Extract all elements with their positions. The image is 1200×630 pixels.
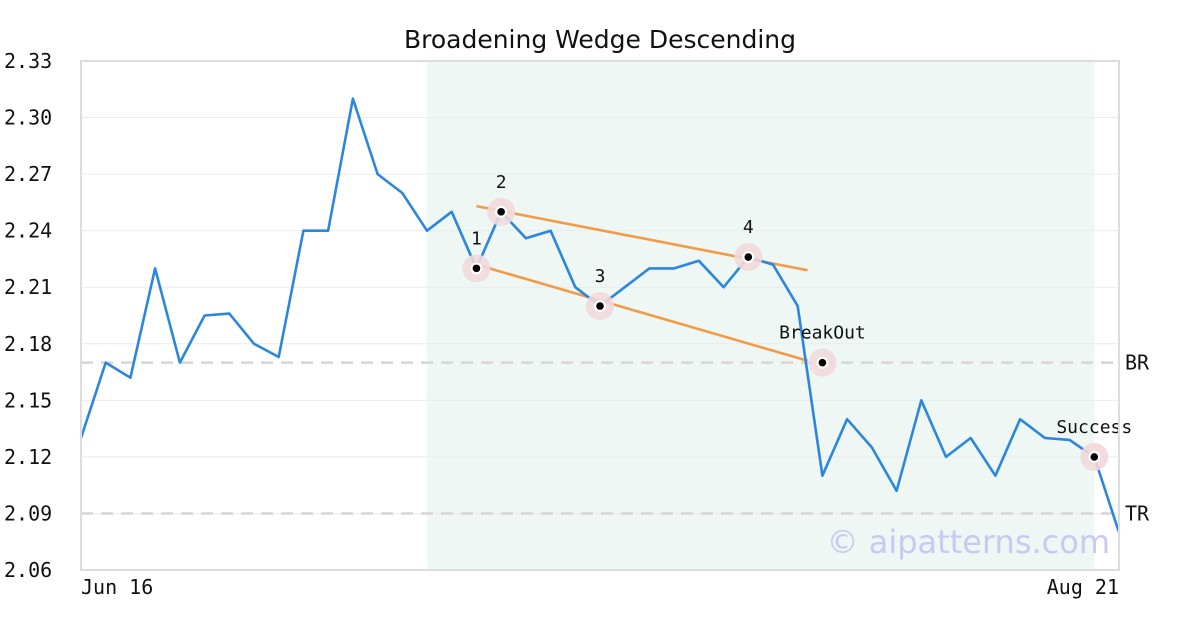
point-label: Success	[1056, 417, 1132, 438]
y-tick-label: 2.33	[4, 49, 52, 73]
point-label: 2	[496, 172, 507, 193]
point-label: 1	[471, 228, 482, 249]
y-axis-ticks: 2.33 2.30 2.27 2.24 2.21 2.18 2.15 2.12 2.09 2.06	[4, 49, 52, 582]
y-tick-label: 2.21	[4, 275, 52, 299]
pattern-highlight-band	[427, 61, 1095, 570]
y-tick-label: 2.24	[4, 219, 52, 243]
point-dot	[497, 208, 505, 216]
x-tick-end: Aug 21	[1047, 575, 1119, 599]
y-tick-label: 2.15	[4, 388, 52, 412]
level-label-br: BR	[1125, 351, 1150, 375]
horizontal-levels: BR TR	[81, 351, 1150, 525]
y-tick-label: 2.12	[4, 445, 52, 469]
point-dot	[1090, 453, 1099, 461]
point-dot	[596, 302, 604, 310]
y-tick-label: 2.30	[4, 106, 52, 130]
pattern-points: 1 2 3 4 BreakOut Success	[462, 172, 1132, 471]
point-dot	[472, 264, 481, 273]
level-label-tr: TR	[1125, 501, 1150, 525]
watermark: © aipatterns.com	[827, 523, 1110, 561]
y-tick-label: 2.27	[4, 162, 52, 186]
point-label: 3	[595, 266, 606, 287]
point-dot	[818, 358, 827, 367]
point-label: BreakOut	[779, 323, 866, 344]
y-tick-label: 2.06	[4, 558, 52, 582]
trendline	[476, 263, 808, 362]
x-tick-start: Jun 16	[81, 575, 153, 599]
point-label: 4	[743, 217, 754, 238]
y-tick-label: 2.18	[4, 332, 52, 356]
plot-frame	[80, 60, 1120, 571]
chart-title: Broadening Wedge Descending	[404, 25, 796, 54]
point-dot	[744, 253, 753, 261]
y-tick-label: 2.09	[4, 501, 52, 525]
